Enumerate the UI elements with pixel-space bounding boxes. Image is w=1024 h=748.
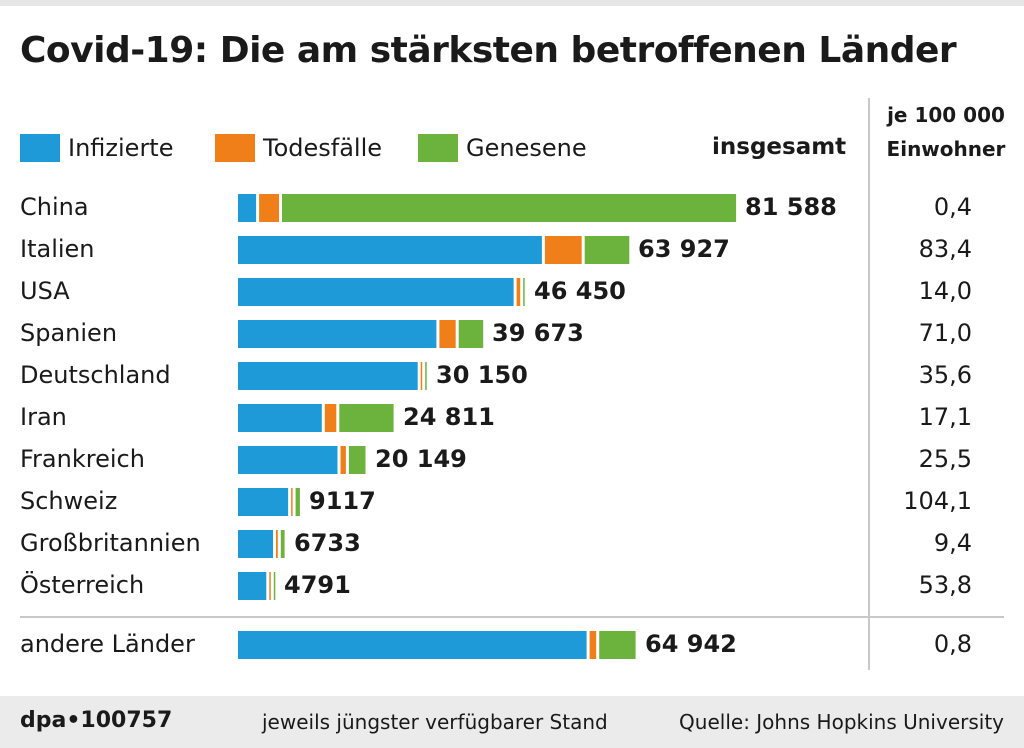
bar-segment-infected (238, 488, 289, 516)
total-value-label: 30 150 (436, 361, 528, 389)
chart-title: Covid-19: Die am stärksten betroffenen L… (20, 30, 957, 71)
per-100000-value: 9,4 (933, 529, 972, 557)
bar-segment-recovered (295, 488, 300, 516)
total-value-label: 4791 (284, 571, 351, 599)
total-value-label: 9117 (309, 487, 376, 515)
bar-segment-infected (238, 446, 338, 474)
category-label: Großbritannien (20, 529, 201, 557)
bar-segment-deaths (269, 572, 271, 600)
bar-segment-recovered (273, 572, 276, 600)
category-label: Schweiz (20, 487, 118, 515)
total-value-label: 24 811 (403, 403, 495, 431)
total-value-label: 63 927 (638, 235, 730, 263)
category-label: Spanien (20, 319, 118, 347)
bar-segment-infected (238, 362, 418, 390)
column-header-per-line2: Einwohner (886, 137, 1006, 161)
bar-segment-deaths (516, 278, 521, 306)
top-rule (0, 0, 1024, 6)
bar-segment-recovered (425, 362, 427, 390)
bar-segment-infected (238, 194, 257, 222)
legend-item-deaths: Todesfälle (215, 133, 382, 163)
per-100000-value: 53,8 (918, 571, 972, 599)
bar-segment-infected (238, 631, 587, 659)
column-header-total: insgesamt (712, 134, 847, 160)
per-100000-value: 71,0 (918, 319, 972, 347)
bar-segment-recovered (339, 404, 394, 432)
bar-segment-deaths (439, 320, 456, 348)
category-label: Österreich (20, 571, 145, 599)
bar-segment-recovered (458, 320, 484, 348)
bar-chart (238, 194, 737, 659)
category-label: Italien (20, 235, 95, 263)
per-100000-value: 17,1 (918, 403, 972, 431)
category-label: China (20, 193, 89, 221)
column-header-per-100000: je 100 000 Einwohner (878, 98, 1014, 166)
row-divider (20, 616, 1004, 618)
per-100000-value: 14,0 (918, 277, 972, 305)
bar-segment-deaths (589, 631, 597, 659)
bar-segment-deaths (340, 446, 346, 474)
total-value-label: 6733 (294, 529, 361, 557)
total-value-label: 64 942 (645, 630, 737, 658)
legend-label-deaths: Todesfälle (263, 134, 383, 162)
bar-segment-infected (238, 404, 322, 432)
legend-label-infected: Infizierte (68, 134, 174, 162)
bar-segment-deaths (291, 488, 293, 516)
total-value-label: 46 450 (534, 277, 626, 305)
per-100000-value: 83,4 (918, 235, 972, 263)
legend-swatch-infected (20, 134, 60, 162)
per-100000-value: 25,5 (918, 445, 972, 473)
bar-segment-recovered (599, 631, 636, 659)
footer-source: Quelle: Johns Hopkins University (679, 710, 1004, 734)
bar-segment-deaths (324, 404, 337, 432)
category-label: andere Länder (20, 630, 195, 658)
bar-segment-infected (238, 572, 267, 600)
total-value-label: 81 588 (745, 193, 837, 221)
bar-segment-recovered (282, 194, 737, 222)
bar-segment-deaths (544, 236, 582, 264)
legend-item-recovered: Genesene (418, 133, 587, 163)
column-header-per-line1: je 100 000 (887, 103, 1005, 127)
legend-label-recovered: Genesene (466, 134, 587, 162)
bar-segment-recovered (523, 278, 525, 306)
per-100000-value: 104,1 (903, 487, 972, 515)
footer-note: jeweils jüngster verfügbarer Stand (262, 710, 608, 734)
bar-segment-infected (238, 530, 273, 558)
bar-segment-recovered (584, 236, 630, 264)
category-label: USA (20, 277, 70, 305)
category-label: Deutschland (20, 361, 171, 389)
category-label: Iran (20, 403, 67, 431)
bar-segment-recovered (280, 530, 285, 558)
total-value-label: 39 673 (492, 319, 584, 347)
dpa-logo: dpa•100757 (20, 708, 173, 733)
bar-segment-deaths (259, 194, 279, 222)
legend-swatch-deaths (215, 134, 255, 162)
per-100000-value: 0,4 (933, 193, 972, 221)
bar-segment-infected (238, 236, 542, 264)
bar-segment-infected (238, 278, 514, 306)
column-divider (868, 98, 870, 670)
legend-swatch-recovered (418, 134, 458, 162)
bar-segment-infected (238, 320, 437, 348)
per-100000-value: 0,8 (933, 630, 972, 658)
category-label: Frankreich (20, 445, 145, 473)
legend-item-infected: Infizierte (20, 133, 173, 163)
footer: dpa•100757 jeweils jüngster verfügbarer … (0, 696, 1024, 748)
bar-segment-deaths (420, 362, 423, 390)
bar-segment-recovered (348, 446, 366, 474)
total-value-label: 20 149 (375, 445, 467, 473)
bar-segment-deaths (276, 530, 278, 558)
per-100000-value: 35,6 (918, 361, 972, 389)
